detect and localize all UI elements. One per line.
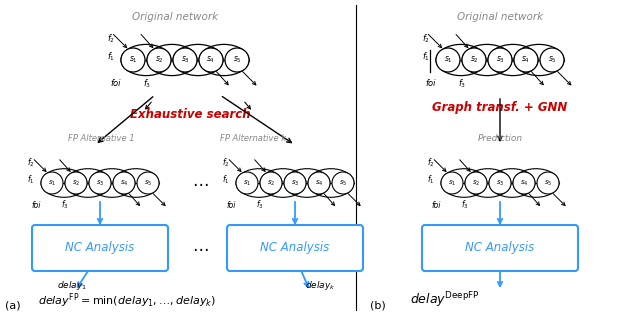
- Text: $f_1$: $f_1$: [222, 174, 230, 186]
- Text: $f_2$: $f_2$: [422, 32, 430, 45]
- Ellipse shape: [513, 172, 535, 194]
- Text: $delay_1$: $delay_1$: [57, 278, 87, 291]
- Text: $\cdots$: $\cdots$: [192, 174, 208, 192]
- Text: $s_5$: $s_5$: [544, 179, 552, 188]
- Ellipse shape: [41, 172, 63, 194]
- FancyBboxPatch shape: [227, 225, 363, 271]
- Ellipse shape: [89, 172, 111, 194]
- Text: NC Analysis: NC Analysis: [465, 242, 534, 255]
- Text: $s_5$: $s_5$: [144, 179, 152, 188]
- Text: NC Analysis: NC Analysis: [65, 242, 134, 255]
- FancyBboxPatch shape: [32, 225, 168, 271]
- Ellipse shape: [441, 172, 463, 194]
- Text: foi: foi: [426, 79, 436, 88]
- Ellipse shape: [137, 172, 159, 194]
- Text: $s_3$: $s_3$: [291, 179, 299, 188]
- Text: $s_4$: $s_4$: [315, 179, 323, 188]
- Text: $s_3$: $s_3$: [496, 179, 504, 188]
- Ellipse shape: [284, 172, 306, 194]
- Ellipse shape: [147, 48, 171, 72]
- Text: $f_1$: $f_1$: [422, 50, 430, 63]
- Text: $f_2$: $f_2$: [107, 32, 115, 45]
- Text: $s_3$: $s_3$: [96, 179, 104, 188]
- Text: $delay^{\mathrm{FP}} = \mathrm{min}(delay_1, \ldots, delay_k)$: $delay^{\mathrm{FP}} = \mathrm{min}(dela…: [38, 291, 216, 310]
- Ellipse shape: [199, 48, 223, 72]
- FancyBboxPatch shape: [422, 225, 578, 271]
- Text: Original network: Original network: [457, 12, 543, 22]
- Text: $s_3$: $s_3$: [180, 55, 189, 65]
- Text: $s_1$: $s_1$: [243, 179, 251, 188]
- Text: $f_1$: $f_1$: [428, 174, 435, 186]
- Ellipse shape: [173, 48, 197, 72]
- Text: $delay_k$: $delay_k$: [305, 278, 335, 291]
- Text: $s_2$: $s_2$: [470, 55, 479, 65]
- Text: $s_4$: $s_4$: [520, 179, 528, 188]
- Text: $s_5$: $s_5$: [232, 55, 241, 65]
- Text: $f_3$: $f_3$: [458, 78, 466, 90]
- Text: $f_2$: $f_2$: [222, 157, 230, 170]
- Text: Exhaustive search: Exhaustive search: [130, 109, 250, 122]
- Text: (b): (b): [370, 300, 386, 310]
- Ellipse shape: [65, 172, 87, 194]
- Text: $f_3$: $f_3$: [61, 199, 69, 211]
- Ellipse shape: [260, 172, 282, 194]
- Text: $s_2$: $s_2$: [267, 179, 275, 188]
- Text: $s_5$: $s_5$: [339, 179, 347, 188]
- Text: $f_1$: $f_1$: [28, 174, 35, 186]
- Ellipse shape: [489, 172, 511, 194]
- Text: foi: foi: [31, 201, 41, 209]
- Ellipse shape: [488, 48, 512, 72]
- Text: $s_4$: $s_4$: [120, 179, 128, 188]
- Ellipse shape: [308, 172, 330, 194]
- Text: $s_4$: $s_4$: [207, 55, 216, 65]
- Ellipse shape: [462, 48, 486, 72]
- Ellipse shape: [514, 48, 538, 72]
- Ellipse shape: [436, 48, 460, 72]
- Text: FP Alternative k: FP Alternative k: [220, 134, 286, 143]
- Ellipse shape: [236, 172, 258, 194]
- Ellipse shape: [225, 48, 249, 72]
- Text: $f_1$: $f_1$: [107, 50, 115, 63]
- Text: $f_3$: $f_3$: [461, 199, 469, 211]
- Text: Original network: Original network: [132, 12, 218, 22]
- Text: $s_2$: $s_2$: [472, 179, 480, 188]
- Text: $f_2$: $f_2$: [428, 157, 435, 170]
- Text: $s_5$: $s_5$: [548, 55, 556, 65]
- Ellipse shape: [121, 48, 145, 72]
- Ellipse shape: [540, 48, 564, 72]
- Text: NC Analysis: NC Analysis: [260, 242, 330, 255]
- Text: $s_1$: $s_1$: [444, 55, 452, 65]
- Text: FP Alternative 1: FP Alternative 1: [68, 134, 134, 143]
- Text: $f_3$: $f_3$: [143, 78, 151, 90]
- Ellipse shape: [537, 172, 559, 194]
- Text: $f_2$: $f_2$: [28, 157, 35, 170]
- Ellipse shape: [332, 172, 354, 194]
- Text: $\cdots$: $\cdots$: [192, 239, 208, 257]
- Text: foi: foi: [431, 201, 441, 209]
- Text: $delay^{\mathrm{DeepFP}}$: $delay^{\mathrm{DeepFP}}$: [410, 290, 480, 310]
- Text: $s_1$: $s_1$: [129, 55, 138, 65]
- Text: $s_1$: $s_1$: [448, 179, 456, 188]
- Text: $s_3$: $s_3$: [495, 55, 504, 65]
- Text: foi: foi: [227, 201, 236, 209]
- Ellipse shape: [113, 172, 135, 194]
- Text: (a): (a): [5, 300, 20, 310]
- Ellipse shape: [465, 172, 487, 194]
- Text: $s_2$: $s_2$: [72, 179, 80, 188]
- Text: foi: foi: [111, 79, 121, 88]
- Text: $s_4$: $s_4$: [522, 55, 531, 65]
- Text: $s_1$: $s_1$: [48, 179, 56, 188]
- Text: Graph transf. + GNN: Graph transf. + GNN: [433, 102, 568, 115]
- Text: Prediction: Prediction: [477, 134, 523, 143]
- Text: $f_3$: $f_3$: [256, 199, 264, 211]
- Text: $s_2$: $s_2$: [155, 55, 163, 65]
